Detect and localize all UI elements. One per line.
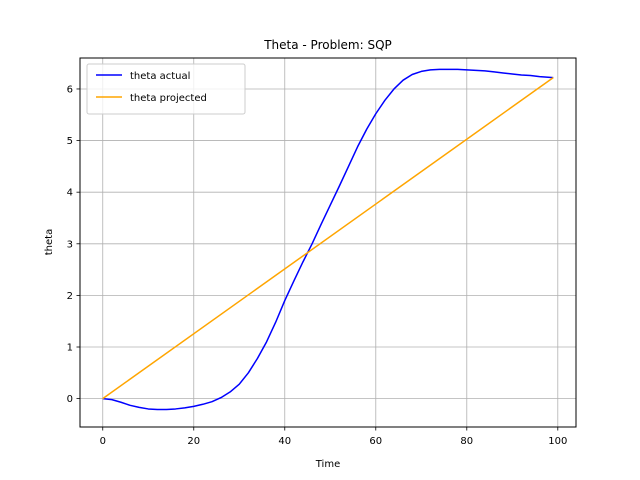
series-layer — [102, 68, 554, 411]
x-tick-label: 20 — [187, 436, 200, 447]
x-tick-label: 80 — [460, 436, 473, 447]
y-tick-label: 6 — [67, 84, 73, 95]
x-tick-label: 60 — [369, 436, 382, 447]
series-line-0 — [102, 68, 554, 411]
x-tick-label: 100 — [548, 436, 567, 447]
legend-label: theta projected — [130, 93, 207, 104]
legend: theta actual theta projected — [86, 63, 246, 115]
y-tick-label: 1 — [67, 343, 73, 354]
y-tick-label: 5 — [67, 136, 73, 147]
y-tick-label: 4 — [67, 188, 73, 199]
x-tick-label: 40 — [278, 436, 291, 447]
y-tick-label: 3 — [67, 239, 73, 250]
plot-frame — [79, 57, 577, 428]
x-axis-label: Time — [315, 459, 340, 470]
y-tick-label: 2 — [67, 291, 73, 302]
grid — [80, 58, 576, 427]
ticks: 0 20 40 60 80 100 0 1 2 3 4 5 6 — [67, 84, 568, 447]
legend-label: theta actual — [130, 71, 190, 82]
y-axis-label: theta — [44, 229, 55, 255]
y-tick-label: 0 — [67, 394, 73, 405]
legend-box — [86, 63, 246, 115]
x-tick-label: 0 — [100, 436, 106, 447]
series-line-1 — [102, 76, 554, 400]
chart-title: Theta - Problem: SQP — [263, 38, 392, 52]
